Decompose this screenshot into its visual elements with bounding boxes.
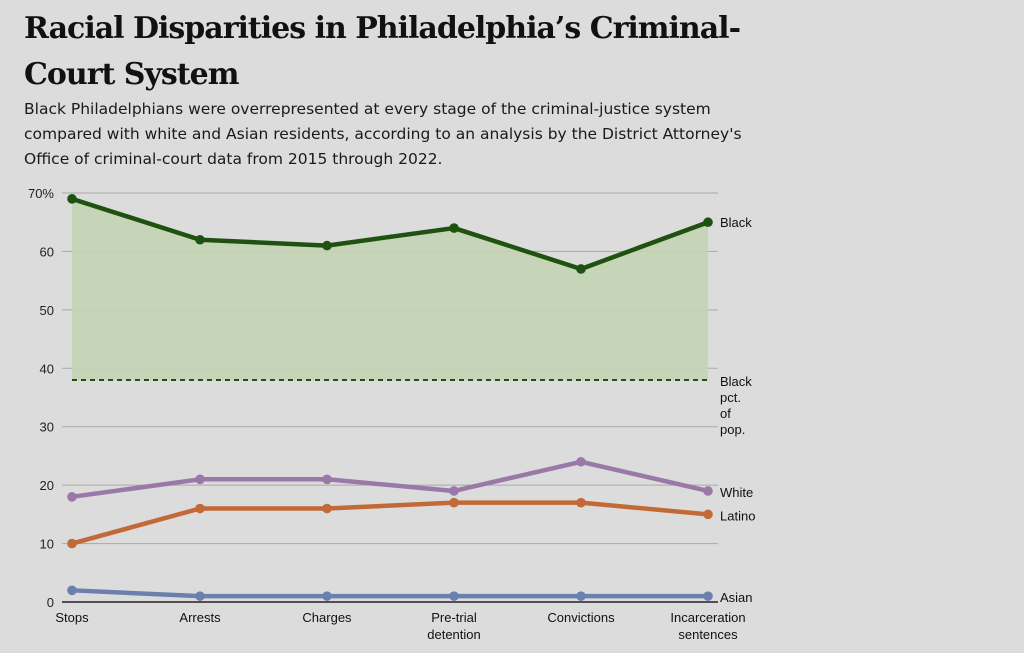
reference-line-label: of bbox=[720, 406, 731, 421]
latino-series-label: Latino bbox=[720, 508, 755, 523]
x-category-label: Charges bbox=[302, 610, 352, 625]
x-category-label: Pre-trial bbox=[431, 610, 477, 625]
white-data-point bbox=[67, 492, 77, 502]
x-category-label: Convictions bbox=[547, 610, 615, 625]
white-data-point bbox=[322, 474, 332, 485]
black-data-point bbox=[576, 264, 586, 274]
asian-data-point bbox=[322, 591, 332, 601]
reference-line-label: pop. bbox=[720, 422, 745, 437]
x-category-label: sentences bbox=[678, 627, 738, 642]
latino-data-point bbox=[576, 497, 586, 508]
x-category-label: Stops bbox=[55, 610, 89, 625]
asian-data-point bbox=[576, 591, 586, 601]
asian-data-point bbox=[703, 591, 713, 601]
reference-line-label: Black bbox=[720, 374, 752, 389]
black-overrepresentation-area bbox=[72, 198, 708, 380]
black-data-point bbox=[449, 223, 459, 233]
y-tick-label: 20 bbox=[40, 478, 54, 493]
y-tick-label: 30 bbox=[40, 420, 54, 435]
chart-subtitle: Black Philadelphians were overrepresente… bbox=[24, 100, 742, 168]
black-data-point bbox=[67, 194, 77, 204]
asian-series-label: Asian bbox=[720, 590, 753, 605]
asian-series-line bbox=[69, 588, 711, 599]
x-category-label: detention bbox=[427, 627, 481, 642]
y-tick-label: 60 bbox=[40, 244, 54, 259]
asian-data-point bbox=[195, 591, 205, 601]
white-data-point bbox=[195, 474, 205, 485]
latino-series-line bbox=[69, 500, 711, 546]
y-tick-label: 0 bbox=[47, 595, 54, 610]
black-series-label: Black bbox=[720, 215, 752, 230]
white-data-point bbox=[449, 486, 459, 496]
white-data-point bbox=[576, 456, 586, 467]
latino-data-point bbox=[703, 509, 713, 520]
x-category-label: Arrests bbox=[179, 610, 221, 625]
y-tick-label: 50 bbox=[40, 303, 54, 318]
x-category-label: Incarceration bbox=[670, 610, 745, 625]
latino-data-point bbox=[322, 503, 332, 514]
white-series-line bbox=[69, 459, 711, 500]
latino-data-point bbox=[449, 497, 459, 508]
black-series-line bbox=[69, 196, 711, 272]
asian-data-point bbox=[449, 591, 459, 601]
white-series-label: White bbox=[720, 485, 753, 500]
black-data-point bbox=[703, 217, 713, 228]
y-tick-label: 10 bbox=[40, 537, 54, 552]
white-data-point bbox=[703, 486, 713, 496]
black-data-point bbox=[195, 234, 205, 245]
y-tick-label: 70% bbox=[28, 186, 54, 201]
y-tick-label: 40 bbox=[40, 361, 54, 376]
asian-data-point bbox=[67, 585, 77, 596]
chart-title: Racial Disparities in Philadelphia’s Cri… bbox=[24, 11, 741, 92]
latino-data-point bbox=[195, 503, 205, 514]
reference-line-label: pct. bbox=[720, 390, 741, 405]
black-data-point bbox=[322, 240, 332, 251]
latino-data-point bbox=[67, 538, 77, 549]
